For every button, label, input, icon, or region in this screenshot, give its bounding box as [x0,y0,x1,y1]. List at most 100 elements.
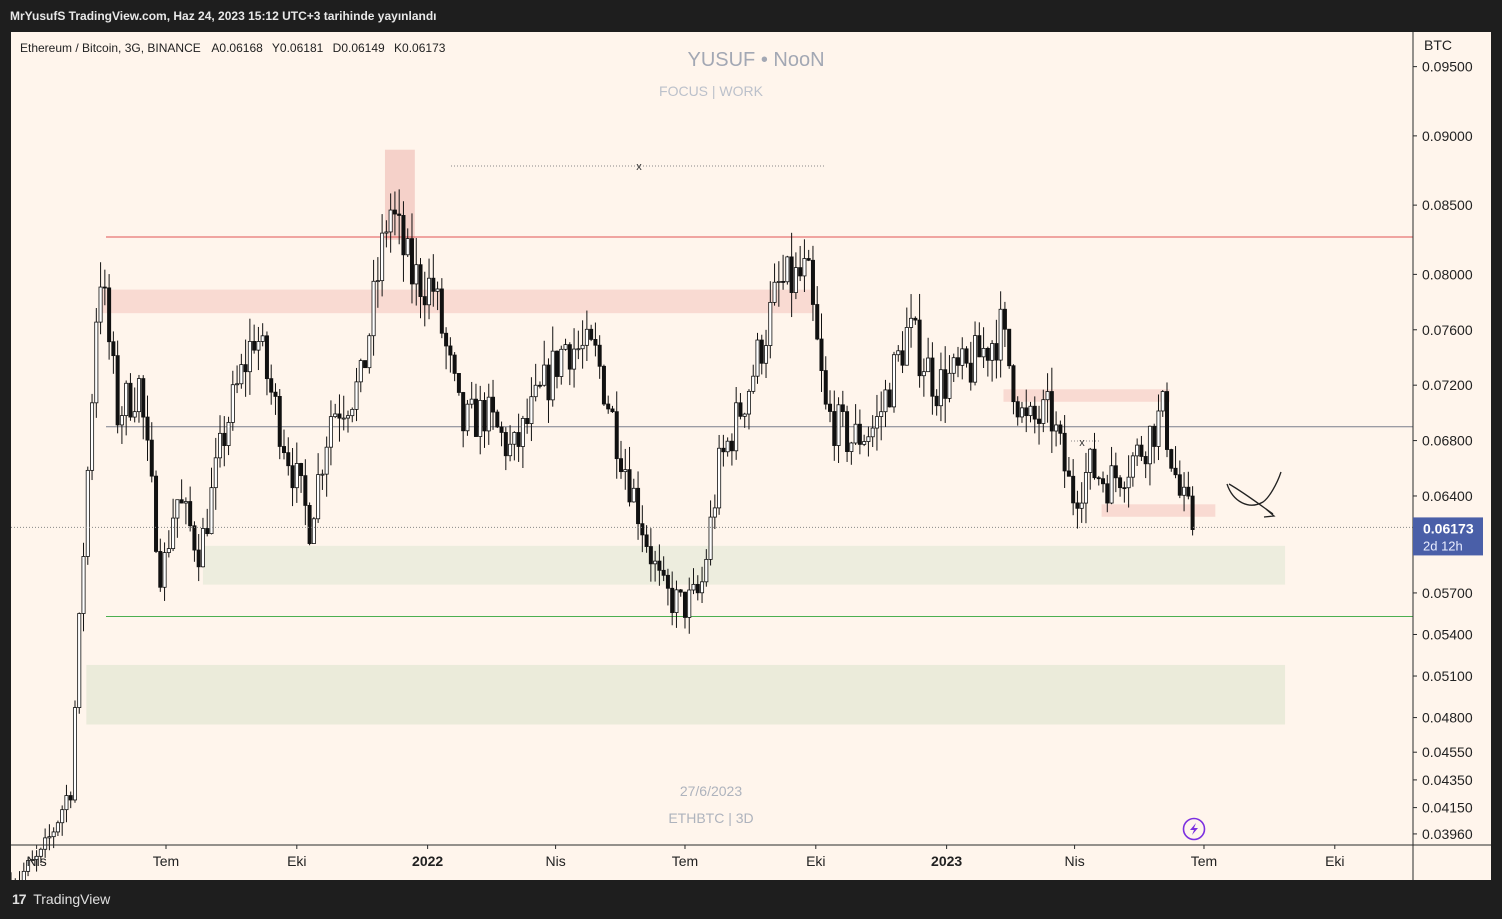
candle-body [495,411,500,428]
candle-body [452,354,457,374]
candle-52 [230,370,235,431]
candle-body [623,469,628,473]
candle-262 [1126,455,1131,508]
candle-body [311,518,316,544]
candle-body [836,404,841,446]
candle-229 [985,346,990,377]
candle-228 [981,327,986,368]
candle-12 [60,805,65,836]
candle-body [968,362,973,383]
candle-body [183,501,188,504]
y-tick-label-2: 0.08500 [1422,197,1473,213]
candle-body [81,556,86,614]
candle-85 [371,259,376,356]
candle-80 [350,407,355,423]
candle-body [516,432,521,447]
candle-70 [307,502,312,546]
candle-body [405,238,410,256]
candle-body [72,707,77,801]
candle-4 [26,857,31,877]
candle-body [43,837,48,850]
x-tick-label-7: 2023 [931,853,962,869]
candle-body [785,256,790,283]
candle-body [64,795,69,811]
candle-body [627,469,632,503]
price-chart[interactable]: x x YUSUF • NooN FOCUS | WORK 27/6/2023 … [8,32,1491,903]
candle-121 [525,398,530,434]
candle-178 [768,281,773,359]
candle-body [1019,407,1024,418]
candle-197 [849,441,854,465]
candle-body [563,344,568,350]
candle-body [964,348,969,364]
candle-body [725,440,730,453]
candle-body [640,523,645,536]
current-price-value: 0.06173 [1423,520,1474,536]
candle-245 [1054,411,1059,447]
candle-body [832,411,837,446]
candle-263 [1130,452,1135,487]
candle-105 [456,373,461,396]
candle-237 [1019,401,1024,423]
candle-90 [392,191,397,236]
candle-body [759,339,764,364]
candle-body [661,569,666,576]
candle-body [1011,365,1016,403]
candle-body [601,365,606,405]
candle-body [815,304,820,340]
zone-5 [86,664,1286,725]
candle-body [499,426,504,433]
candle-body [179,499,184,504]
candle-body [768,301,773,346]
candle-body [409,238,414,285]
candle-191 [823,356,828,410]
candle-body [333,413,338,418]
candle-247 [1062,415,1067,488]
candle-205 [883,379,888,427]
candle-body [572,348,577,370]
candle-164 [708,500,713,566]
candle-56 [247,318,252,395]
candle-53 [235,365,240,394]
candle-body [196,549,201,568]
candle-258 [1109,446,1114,505]
candle-body [1015,401,1020,418]
lightning-icon[interactable] [1182,817,1206,841]
candle-199 [857,409,862,455]
candle-body [1024,407,1029,417]
candle-body [776,281,781,283]
candle-98 [427,258,432,320]
candle-body [55,822,60,833]
candle-body [90,402,95,471]
candle-body [840,404,845,413]
candle-93 [405,228,410,258]
candle-196 [845,405,850,462]
candle-body [712,507,717,518]
candle-24 [111,331,116,374]
candle-60 [264,331,269,396]
chart-frame[interactable]: x x YUSUF • NooN FOCUS | WORK 27/6/2023 … [8,32,1491,903]
candle-195 [840,390,845,427]
chart-background [11,32,1491,880]
candle-87 [380,214,385,297]
candle-body [448,345,453,356]
candle-233 [1002,301,1007,348]
candle-body [533,384,538,398]
candle-body [951,357,956,374]
candle-126 [546,358,551,423]
candle-107 [465,399,470,436]
candle-body [491,396,496,413]
candle-128 [555,350,560,389]
candle-body [392,209,397,215]
footer-brand: 17 TradingView [0,880,1502,919]
candle-208 [896,345,901,362]
candle-body [1190,495,1195,530]
time-axis-ticks[interactable]: Nis Tem Eki 2022 Nis Tem Eki 2023 Nis Tem Eki [26,845,1345,869]
candle-body [857,423,862,445]
candle-186 [802,239,807,293]
candle-117 [508,425,513,462]
candle-body [77,613,82,708]
candle-28 [128,373,133,421]
candle-body [1002,308,1007,330]
candle-75 [328,400,333,466]
